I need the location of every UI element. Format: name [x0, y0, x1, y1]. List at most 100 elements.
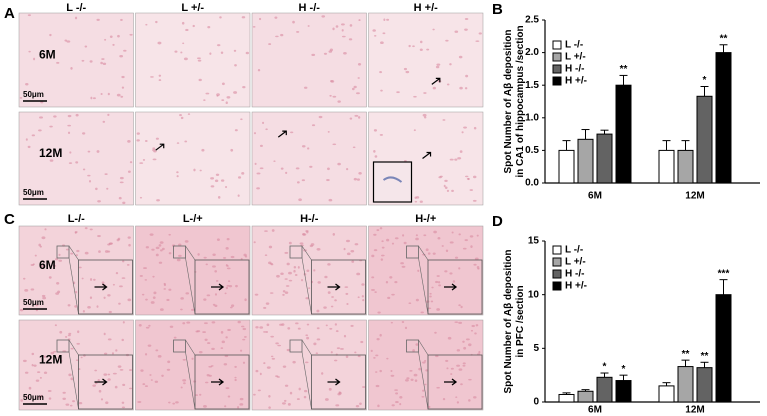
cell	[404, 326, 408, 330]
cell	[242, 327, 247, 331]
cell	[396, 91, 400, 94]
cell	[390, 321, 393, 324]
cell	[325, 324, 328, 327]
cell	[180, 297, 184, 300]
cell	[345, 239, 350, 243]
cell	[288, 271, 292, 275]
cell	[75, 254, 78, 257]
cell	[31, 363, 34, 367]
cell	[59, 359, 63, 363]
cell	[100, 61, 103, 65]
legend-swatch	[552, 52, 562, 62]
cell	[373, 249, 378, 252]
cell	[104, 38, 107, 41]
column-header: H-/+	[415, 213, 436, 225]
cell	[387, 296, 391, 300]
cell	[205, 263, 208, 266]
panel-label: A	[4, 5, 15, 22]
cell	[373, 233, 377, 236]
cell	[149, 233, 154, 236]
cell	[70, 347, 74, 350]
cell	[292, 20, 295, 24]
cell	[65, 403, 70, 406]
cell	[436, 308, 441, 311]
cell	[150, 379, 153, 381]
cell	[201, 148, 205, 152]
cell	[391, 293, 395, 296]
cell	[202, 331, 206, 334]
cell	[75, 113, 79, 117]
cell	[245, 51, 250, 55]
cell	[226, 237, 230, 241]
cell	[460, 383, 463, 386]
cell	[210, 365, 214, 367]
cell	[335, 25, 339, 28]
cell	[437, 236, 441, 240]
cell	[452, 280, 456, 283]
cell	[239, 349, 243, 352]
cell	[225, 286, 229, 290]
cell	[62, 397, 66, 400]
cell	[284, 251, 289, 254]
cell	[464, 18, 469, 20]
cell	[168, 401, 171, 404]
cell	[328, 387, 332, 391]
micrograph	[368, 12, 484, 108]
cell	[129, 33, 133, 36]
inset-connector	[418, 257, 429, 315]
cell	[376, 337, 380, 341]
significance: **	[720, 33, 728, 44]
cell	[181, 21, 185, 25]
micrograph	[18, 12, 134, 108]
inset-connector	[68, 351, 79, 410]
cell	[442, 398, 446, 401]
cell	[412, 349, 415, 352]
cell	[441, 245, 444, 247]
cell	[47, 390, 52, 392]
cell	[394, 237, 399, 240]
cell	[359, 402, 362, 405]
bar	[615, 380, 632, 403]
cell	[458, 267, 461, 270]
cell	[144, 279, 148, 281]
cell	[207, 342, 211, 344]
cell	[24, 371, 29, 374]
cell	[307, 25, 310, 27]
row-label: 12M	[39, 146, 62, 160]
cell	[374, 35, 377, 37]
cell	[121, 277, 126, 279]
cell	[259, 167, 264, 170]
cell	[280, 272, 284, 275]
x-tick-label: 6M	[588, 405, 602, 416]
cell	[142, 383, 146, 386]
cell	[461, 131, 464, 134]
cell	[335, 330, 339, 333]
cell	[268, 43, 272, 46]
cell	[462, 362, 466, 365]
arrow	[327, 283, 341, 291]
cell	[311, 53, 316, 57]
cell	[478, 350, 481, 354]
cell	[67, 131, 71, 135]
cell	[42, 296, 47, 300]
cell	[288, 279, 293, 282]
cell	[257, 69, 261, 72]
cell	[299, 242, 304, 245]
cell	[341, 35, 346, 38]
arrow	[422, 151, 432, 159]
cell	[151, 248, 155, 251]
cell	[444, 179, 448, 183]
inset	[78, 259, 133, 315]
cell	[224, 185, 228, 189]
cell	[152, 296, 156, 299]
cell	[421, 395, 425, 398]
cell	[263, 362, 266, 365]
y-tick-label: 10	[528, 289, 540, 300]
cell	[263, 331, 267, 333]
cell	[254, 162, 257, 165]
cell	[203, 256, 207, 259]
cell	[323, 306, 327, 309]
cell	[463, 126, 468, 129]
inset-source	[56, 245, 70, 259]
cell	[121, 86, 125, 89]
